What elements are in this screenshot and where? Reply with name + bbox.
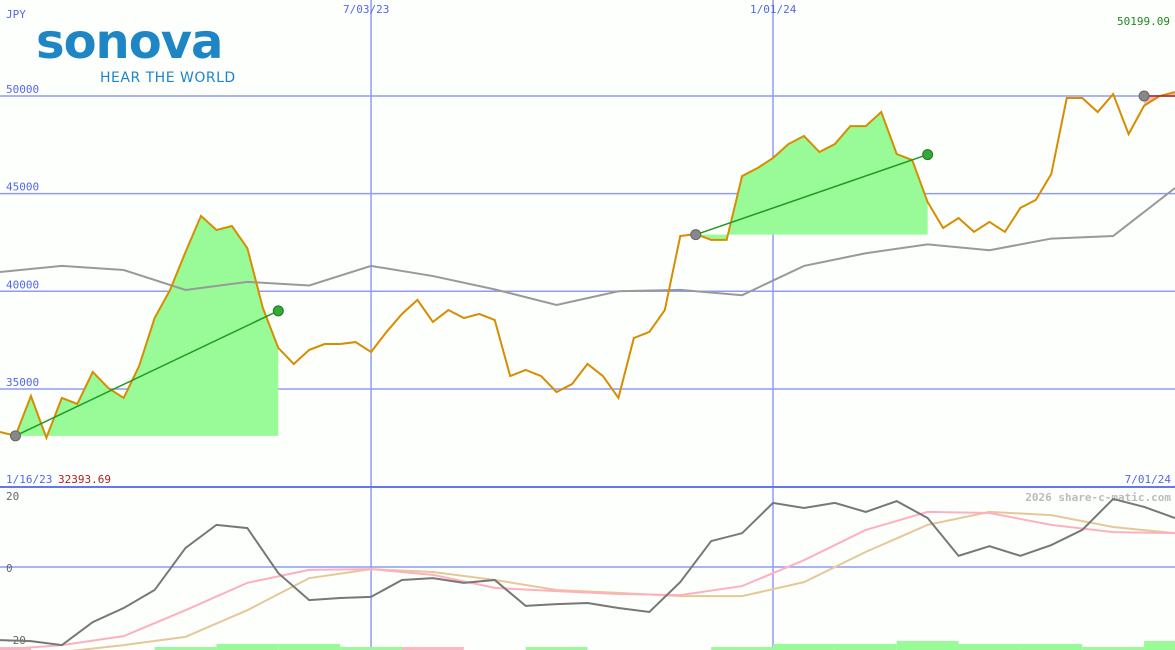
trade-exit-marker: [922, 149, 934, 161]
x-tick-label: 1/01/24: [750, 3, 797, 16]
indicator-line-osc_fast: [0, 510, 1175, 650]
volume-bar: [401, 647, 464, 650]
last-price-label: 50199.09: [1117, 15, 1170, 28]
trade-entry-marker: [1138, 90, 1150, 102]
trade-line: [695, 153, 928, 236]
logo-tagline: HEAR THE WORLD: [100, 70, 236, 86]
volume-bar: [958, 644, 1021, 650]
volume-bar: [525, 647, 588, 650]
currency-label: JPY: [6, 8, 26, 21]
y-tick-label: 40000: [6, 278, 39, 291]
moving-average-line: [0, 187, 1175, 306]
volume-bar: [216, 644, 279, 650]
volume-bar: [896, 641, 959, 650]
indicator-tick-label: 0: [6, 562, 13, 575]
end-date-label: 7/01/24: [1125, 473, 1172, 486]
y-tick-label: 35000: [6, 376, 39, 389]
y-tick-label: 45000: [6, 181, 39, 194]
indicator-line-osc: [0, 497, 1175, 647]
company-logo: sonova HEAR THE WORLD: [36, 14, 236, 87]
volume-bar: [154, 647, 217, 650]
volume-bar: [278, 644, 341, 650]
logo-wordmark: sonova: [36, 14, 223, 70]
y-tick-label: 50000: [6, 83, 39, 96]
volume-bar: [834, 644, 897, 650]
trade-line: [15, 310, 279, 437]
start-price-label: 32393.69: [58, 473, 111, 486]
volume-bar: [773, 644, 835, 650]
indicator-line-osc_slow: [70, 510, 1175, 650]
x-tick-label: 7/03/23: [343, 3, 389, 16]
volume-bar: [711, 647, 774, 650]
indicator-tick-label: 20: [6, 490, 19, 503]
volume-bar: [1020, 644, 1083, 650]
trade-entry-marker: [690, 229, 702, 241]
volume-bar: [1082, 647, 1145, 650]
trade-exit-marker: [272, 305, 284, 317]
trade-entry-marker: [9, 430, 21, 442]
trade-fill-gain: [15, 215, 279, 438]
volume-bar: [1144, 641, 1175, 650]
start-date-label: 1/16/23: [6, 473, 52, 486]
price-line: [0, 91, 1175, 441]
trade-fill-gain: [695, 112, 928, 240]
watermark: 2026 share-c-matic.com: [1025, 491, 1171, 504]
volume-bar: [340, 647, 402, 650]
